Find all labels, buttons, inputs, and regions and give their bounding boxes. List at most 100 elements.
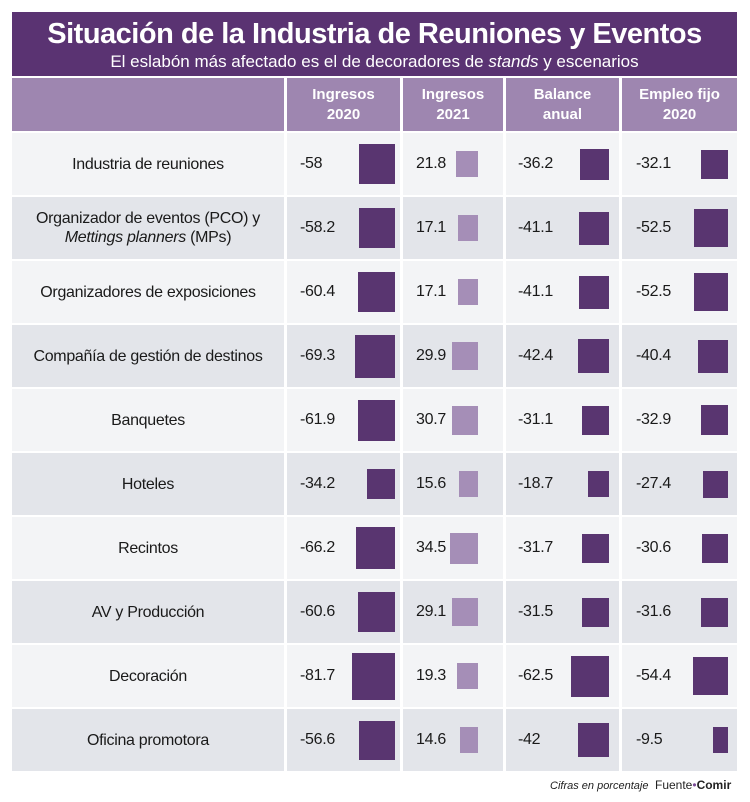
- column-header-line: 2020: [662, 105, 697, 123]
- row-label-part: Oficina promotora: [86, 731, 210, 749]
- data-label: -27.4: [636, 475, 671, 492]
- value-bar: [460, 727, 478, 753]
- source-name: Comir: [696, 778, 732, 792]
- data-label: 21.8: [416, 155, 446, 172]
- row-label: Hoteles: [12, 453, 284, 515]
- value-bar: [579, 212, 609, 245]
- row-label-part: Banquetes: [111, 411, 185, 429]
- value-bar: [578, 339, 609, 373]
- page-title: Situación de la Industria de Reuniones y…: [47, 18, 702, 50]
- data-label: 17.1: [416, 283, 446, 300]
- column-header: Ingresos 2021: [403, 78, 503, 131]
- data-label: -60.4: [300, 283, 335, 300]
- row-label-text: Compañía de gestión de destinos: [33, 347, 262, 366]
- column-header-line: Empleo fijo: [639, 85, 720, 103]
- column-header-text: Balance anual: [534, 85, 592, 125]
- column-header: Ingresos 2020: [287, 78, 400, 131]
- column-header-line: 2021: [436, 105, 470, 123]
- row-label-text: Decoración: [109, 667, 187, 686]
- column-divider: [503, 78, 506, 775]
- value-bar: [458, 279, 478, 305]
- data-label: -41.1: [518, 283, 553, 300]
- row-label: Banquetes: [12, 389, 284, 451]
- source-credit: Fuente•Comir: [655, 778, 731, 792]
- column-header-line: Ingresos: [421, 85, 485, 103]
- data-label: -52.5: [636, 219, 671, 236]
- value-bar: [582, 598, 609, 627]
- row-label: Organizadores de exposiciones: [12, 261, 284, 323]
- value-bar: [355, 335, 395, 378]
- data-label: -52.5: [636, 283, 671, 300]
- data-label: -42: [518, 731, 541, 748]
- value-bar: [457, 663, 478, 689]
- header: Situación de la Industria de Reuniones y…: [12, 12, 737, 76]
- value-bar: [580, 149, 609, 180]
- data-label: 15.6: [416, 475, 446, 492]
- data-label: 19.3: [416, 667, 446, 684]
- data-label: 29.1: [416, 603, 446, 620]
- data-label: -41.1: [518, 219, 553, 236]
- value-bar: [358, 272, 395, 312]
- row-label-text: Recintos: [118, 539, 178, 558]
- data-label: -66.2: [300, 539, 335, 556]
- value-bar: [450, 533, 478, 564]
- value-bar: [703, 471, 728, 498]
- units-note: Cifras en porcentaje: [550, 780, 649, 792]
- row-label-part: Recintos: [118, 539, 178, 557]
- data-label: -31.1: [518, 411, 553, 428]
- value-bar: [459, 471, 478, 497]
- row-label: Recintos: [12, 517, 284, 579]
- data-label: -18.7: [518, 475, 553, 492]
- row-label: Organizador de eventos (PCO) y Mettings …: [12, 197, 284, 259]
- value-bar: [694, 209, 728, 247]
- row-label-part: AV y Producción: [91, 603, 205, 621]
- row-label: Compañía de gestión de destinos: [12, 325, 284, 387]
- subtitle-text-end: y escenarios: [538, 52, 639, 71]
- row-label-text: Organizadores de exposiciones: [40, 283, 256, 302]
- row-label-part: Decoración: [109, 667, 187, 685]
- value-bar: [702, 534, 728, 563]
- data-label: -61.9: [300, 411, 335, 428]
- data-label: -9.5: [636, 731, 663, 748]
- column-header: Empleo fijo 2020: [622, 78, 737, 131]
- data-label: -54.4: [636, 667, 671, 684]
- row-label-emphasis: Mettings planners: [64, 229, 187, 246]
- column-header-line: 2020: [326, 105, 361, 123]
- row-label-text: Hoteles: [122, 475, 174, 494]
- row-label: Industria de reuniones: [12, 133, 284, 195]
- value-bar: [358, 400, 395, 441]
- value-bar: [356, 527, 395, 569]
- data-label: -36.2: [518, 155, 553, 172]
- data-label: -32.9: [636, 411, 671, 428]
- value-bar: [359, 721, 395, 760]
- data-label: 30.7: [416, 411, 446, 428]
- row-label-part: (MPs): [185, 229, 232, 246]
- value-bar: [571, 656, 609, 697]
- data-label: 17.1: [416, 219, 446, 236]
- subtitle-text: El eslabón más afectado es el de decorad…: [110, 52, 489, 71]
- row-label: AV y Producción: [12, 581, 284, 643]
- page-subtitle: El eslabón más afectado es el de decorad…: [12, 52, 737, 72]
- data-label: 34.5: [416, 539, 446, 556]
- value-bar: [693, 657, 728, 695]
- value-bar: [458, 215, 478, 241]
- data-label: -62.5: [518, 667, 553, 684]
- source-label: Fuente: [655, 778, 693, 792]
- value-bar: [452, 598, 478, 626]
- value-bar: [359, 144, 395, 184]
- row-label-part: Industria de reuniones: [72, 155, 224, 173]
- column-header-text: Empleo fijo 2020: [639, 85, 720, 125]
- value-bar: [367, 469, 395, 499]
- row-label: Oficina promotora: [12, 709, 284, 771]
- data-label: -58: [300, 155, 323, 172]
- data-label: 29.9: [416, 347, 446, 364]
- row-label-text: Organizador de eventos (PCO) y Mettings …: [12, 209, 284, 247]
- row-label: Decoración: [12, 645, 284, 707]
- column-header-line: anual: [542, 105, 583, 123]
- data-label: -42.4: [518, 347, 553, 364]
- data-label: -58.2: [300, 219, 335, 236]
- column-header-text: Ingresos 2021: [422, 85, 485, 125]
- value-bar: [698, 340, 728, 373]
- data-label: -31.6: [636, 603, 671, 620]
- column-header-line: Ingresos: [312, 85, 375, 103]
